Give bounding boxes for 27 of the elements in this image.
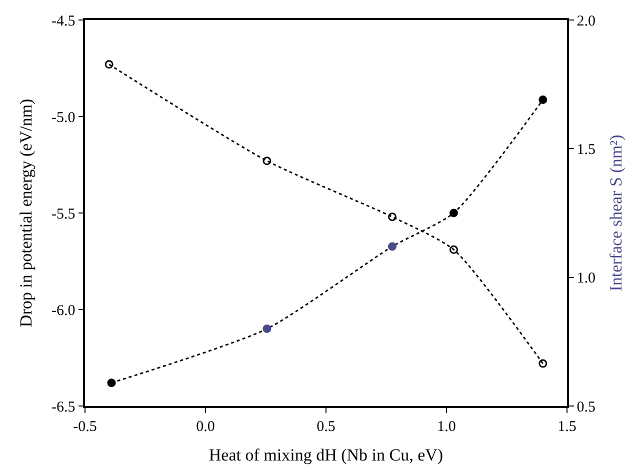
- x-tick-label: 1.0: [437, 418, 456, 435]
- point: [449, 208, 458, 218]
- y-axis-title: Drop in potential energy (eV/nm): [16, 98, 36, 328]
- y-tick-label: -5.0: [52, 110, 76, 126]
- y2-tick-label: 1.0: [576, 270, 596, 287]
- y2-axis-title: Interface shear S (nm²): [606, 134, 626, 292]
- point: [538, 96, 548, 104]
- y-tick-label: -4.5: [52, 13, 76, 30]
- point: [388, 242, 397, 251]
- y2-tick-label: 2.0: [576, 13, 596, 30]
- x-tick-label: 0.0: [196, 418, 215, 435]
- x-axis-title: Heat of mixing dH (Nb in Cu, eV): [208, 446, 444, 465]
- point: [262, 324, 272, 334]
- point: [449, 245, 458, 254]
- y-tick-label: -6.5: [52, 399, 76, 416]
- y2-tick-label: 0.5: [576, 399, 596, 416]
- point: [262, 156, 272, 166]
- x-tick-label: 1.5: [558, 418, 576, 435]
- point: [538, 359, 548, 368]
- y2-tick-label: 1.5: [576, 142, 596, 158]
- point: [104, 60, 114, 69]
- x-tick-label: -0.5: [73, 418, 97, 435]
- x-tick-label: 0.5: [316, 418, 336, 435]
- point: [388, 212, 397, 222]
- y-tick-label: -5.5: [52, 206, 76, 222]
- point: [107, 378, 116, 388]
- y-tick-label: -6.0: [52, 302, 76, 319]
